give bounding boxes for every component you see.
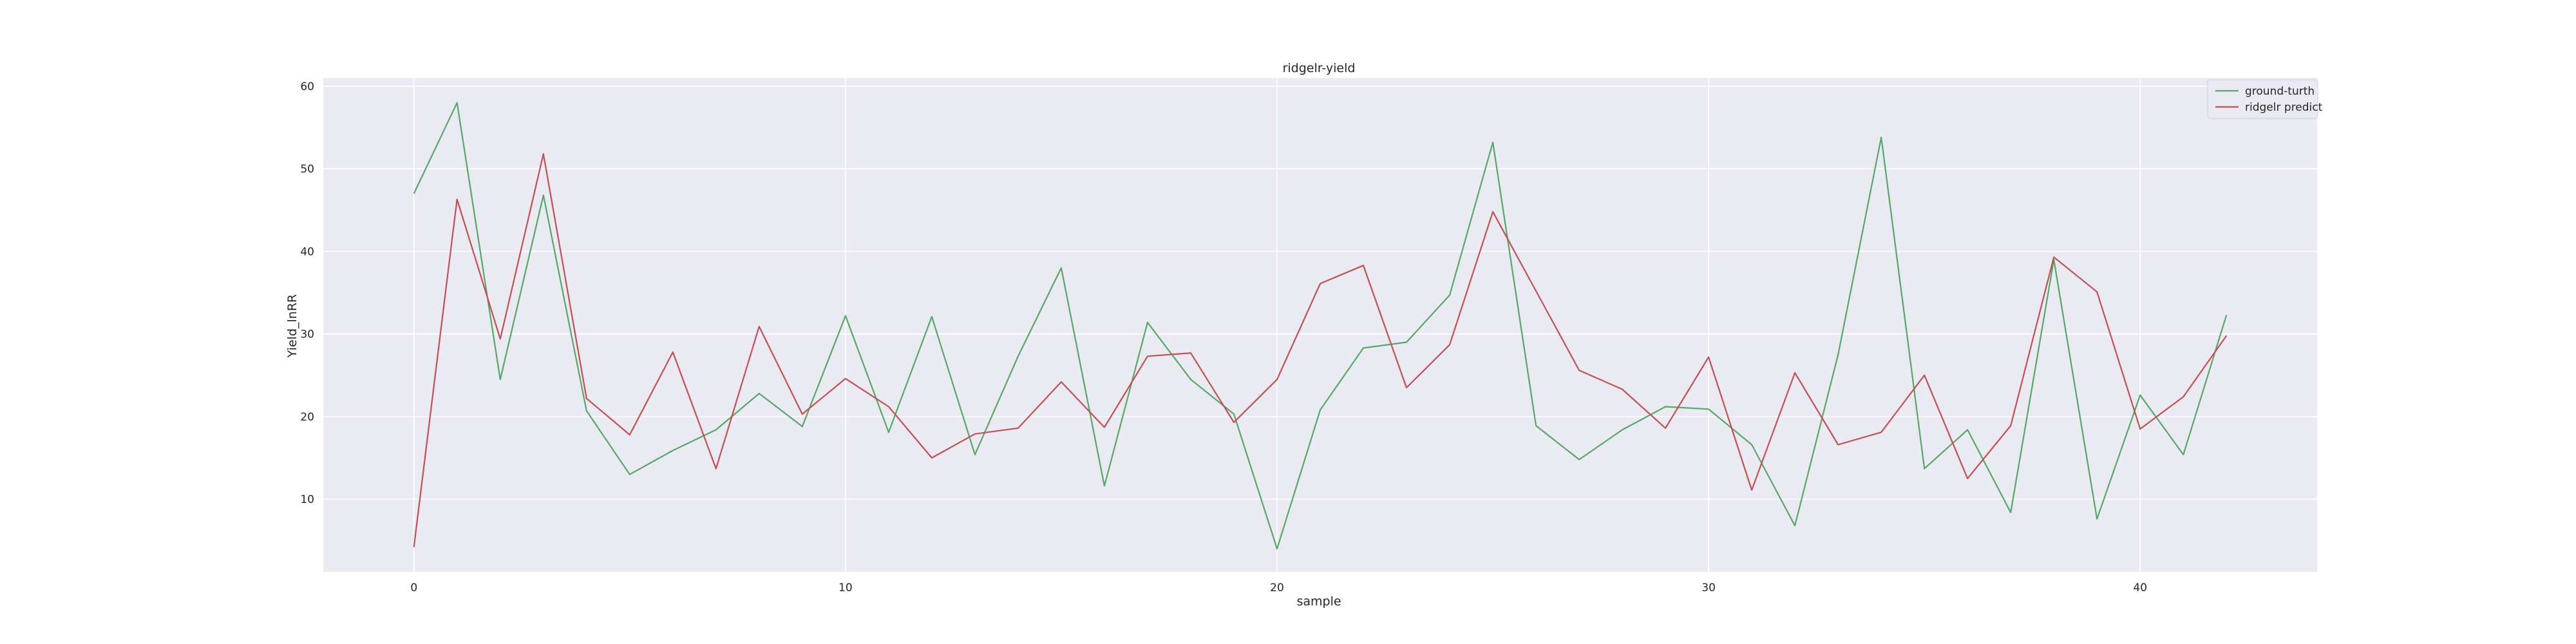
x-tick-label: 40 bbox=[2133, 582, 2147, 594]
legend-box bbox=[2207, 79, 2318, 119]
x-tick-label: 30 bbox=[1701, 582, 1716, 594]
y-tick-label: 30 bbox=[300, 328, 314, 341]
chart-title: ridgelr-yield bbox=[1283, 61, 1356, 75]
y-tick-label: 60 bbox=[300, 80, 314, 93]
legend-label-ridgelr-predict: ridgelr predict bbox=[2245, 101, 2323, 114]
y-tick-label: 40 bbox=[300, 245, 314, 258]
y-tick-label: 10 bbox=[300, 493, 314, 506]
series-line-ground-turth bbox=[413, 102, 2228, 550]
series-layer bbox=[413, 102, 2228, 550]
x-tick-label: 10 bbox=[838, 582, 853, 594]
x-axis-label: sample bbox=[1296, 594, 1341, 609]
plot-area bbox=[323, 78, 2317, 572]
x-tick-label: 20 bbox=[1270, 582, 1284, 594]
legend-label-ground-turth: ground-turth bbox=[2245, 85, 2315, 98]
series-line-ridgelr-predict bbox=[413, 153, 2228, 547]
x-tick-label: 0 bbox=[410, 582, 417, 594]
tick-labels: 0 10 20 30 40 10 20 30 40 50 60 bbox=[300, 80, 2147, 594]
y-axis-label: Yield_lnRR bbox=[285, 294, 299, 358]
y-tick-label: 50 bbox=[300, 163, 314, 176]
y-tick-label: 20 bbox=[300, 411, 314, 424]
legend: ground-turth ridgelr predict bbox=[2207, 79, 2323, 119]
grid-lines bbox=[323, 78, 2317, 572]
